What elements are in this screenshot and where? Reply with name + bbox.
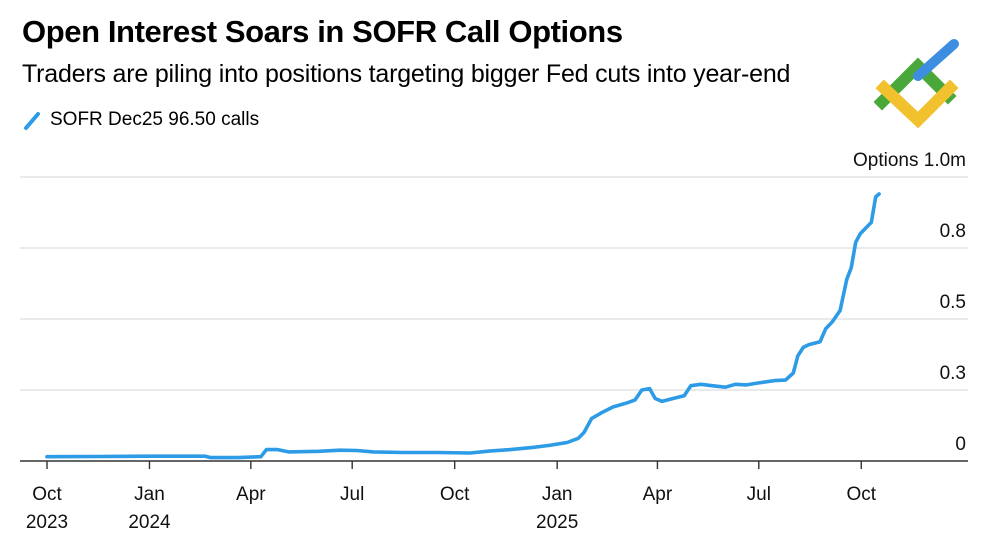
chart-subtitle: Traders are piling into positions target…: [22, 60, 791, 88]
x-tick-label: Oct: [440, 484, 470, 505]
x-tick-label: Jan: [134, 484, 165, 505]
y-tick-label: 0: [955, 434, 966, 455]
brand-logo-icon: [873, 39, 959, 128]
x-tick-label: Jul: [340, 484, 364, 505]
x-tick-label: Oct: [846, 484, 876, 505]
x-tick-year-label: 2025: [536, 512, 578, 533]
x-tick-year-label: 2024: [128, 512, 171, 533]
x-tick-label: Apr: [643, 484, 673, 505]
series-line: [45, 192, 881, 460]
x-tick-label: Apr: [236, 484, 266, 505]
x-tick-label: Jan: [542, 484, 573, 505]
x-tick-label: Oct: [32, 484, 62, 505]
legend-label: SOFR Dec25 96.50 calls: [50, 109, 260, 130]
x-tick-year-label: 2023: [26, 512, 68, 533]
x-tick-label: Jul: [747, 484, 771, 505]
legend: SOFR Dec25 96.50 calls: [22, 108, 259, 132]
y-tick-label: 0.3: [940, 363, 966, 384]
y-tick-label: Options 1.0m: [853, 150, 966, 171]
chart-title: Open Interest Soars in SOFR Call Options: [22, 14, 623, 49]
y-tick-label: 0.8: [940, 221, 966, 242]
y-tick-label: 0.5: [940, 292, 966, 313]
legend-line-icon: [24, 112, 40, 130]
